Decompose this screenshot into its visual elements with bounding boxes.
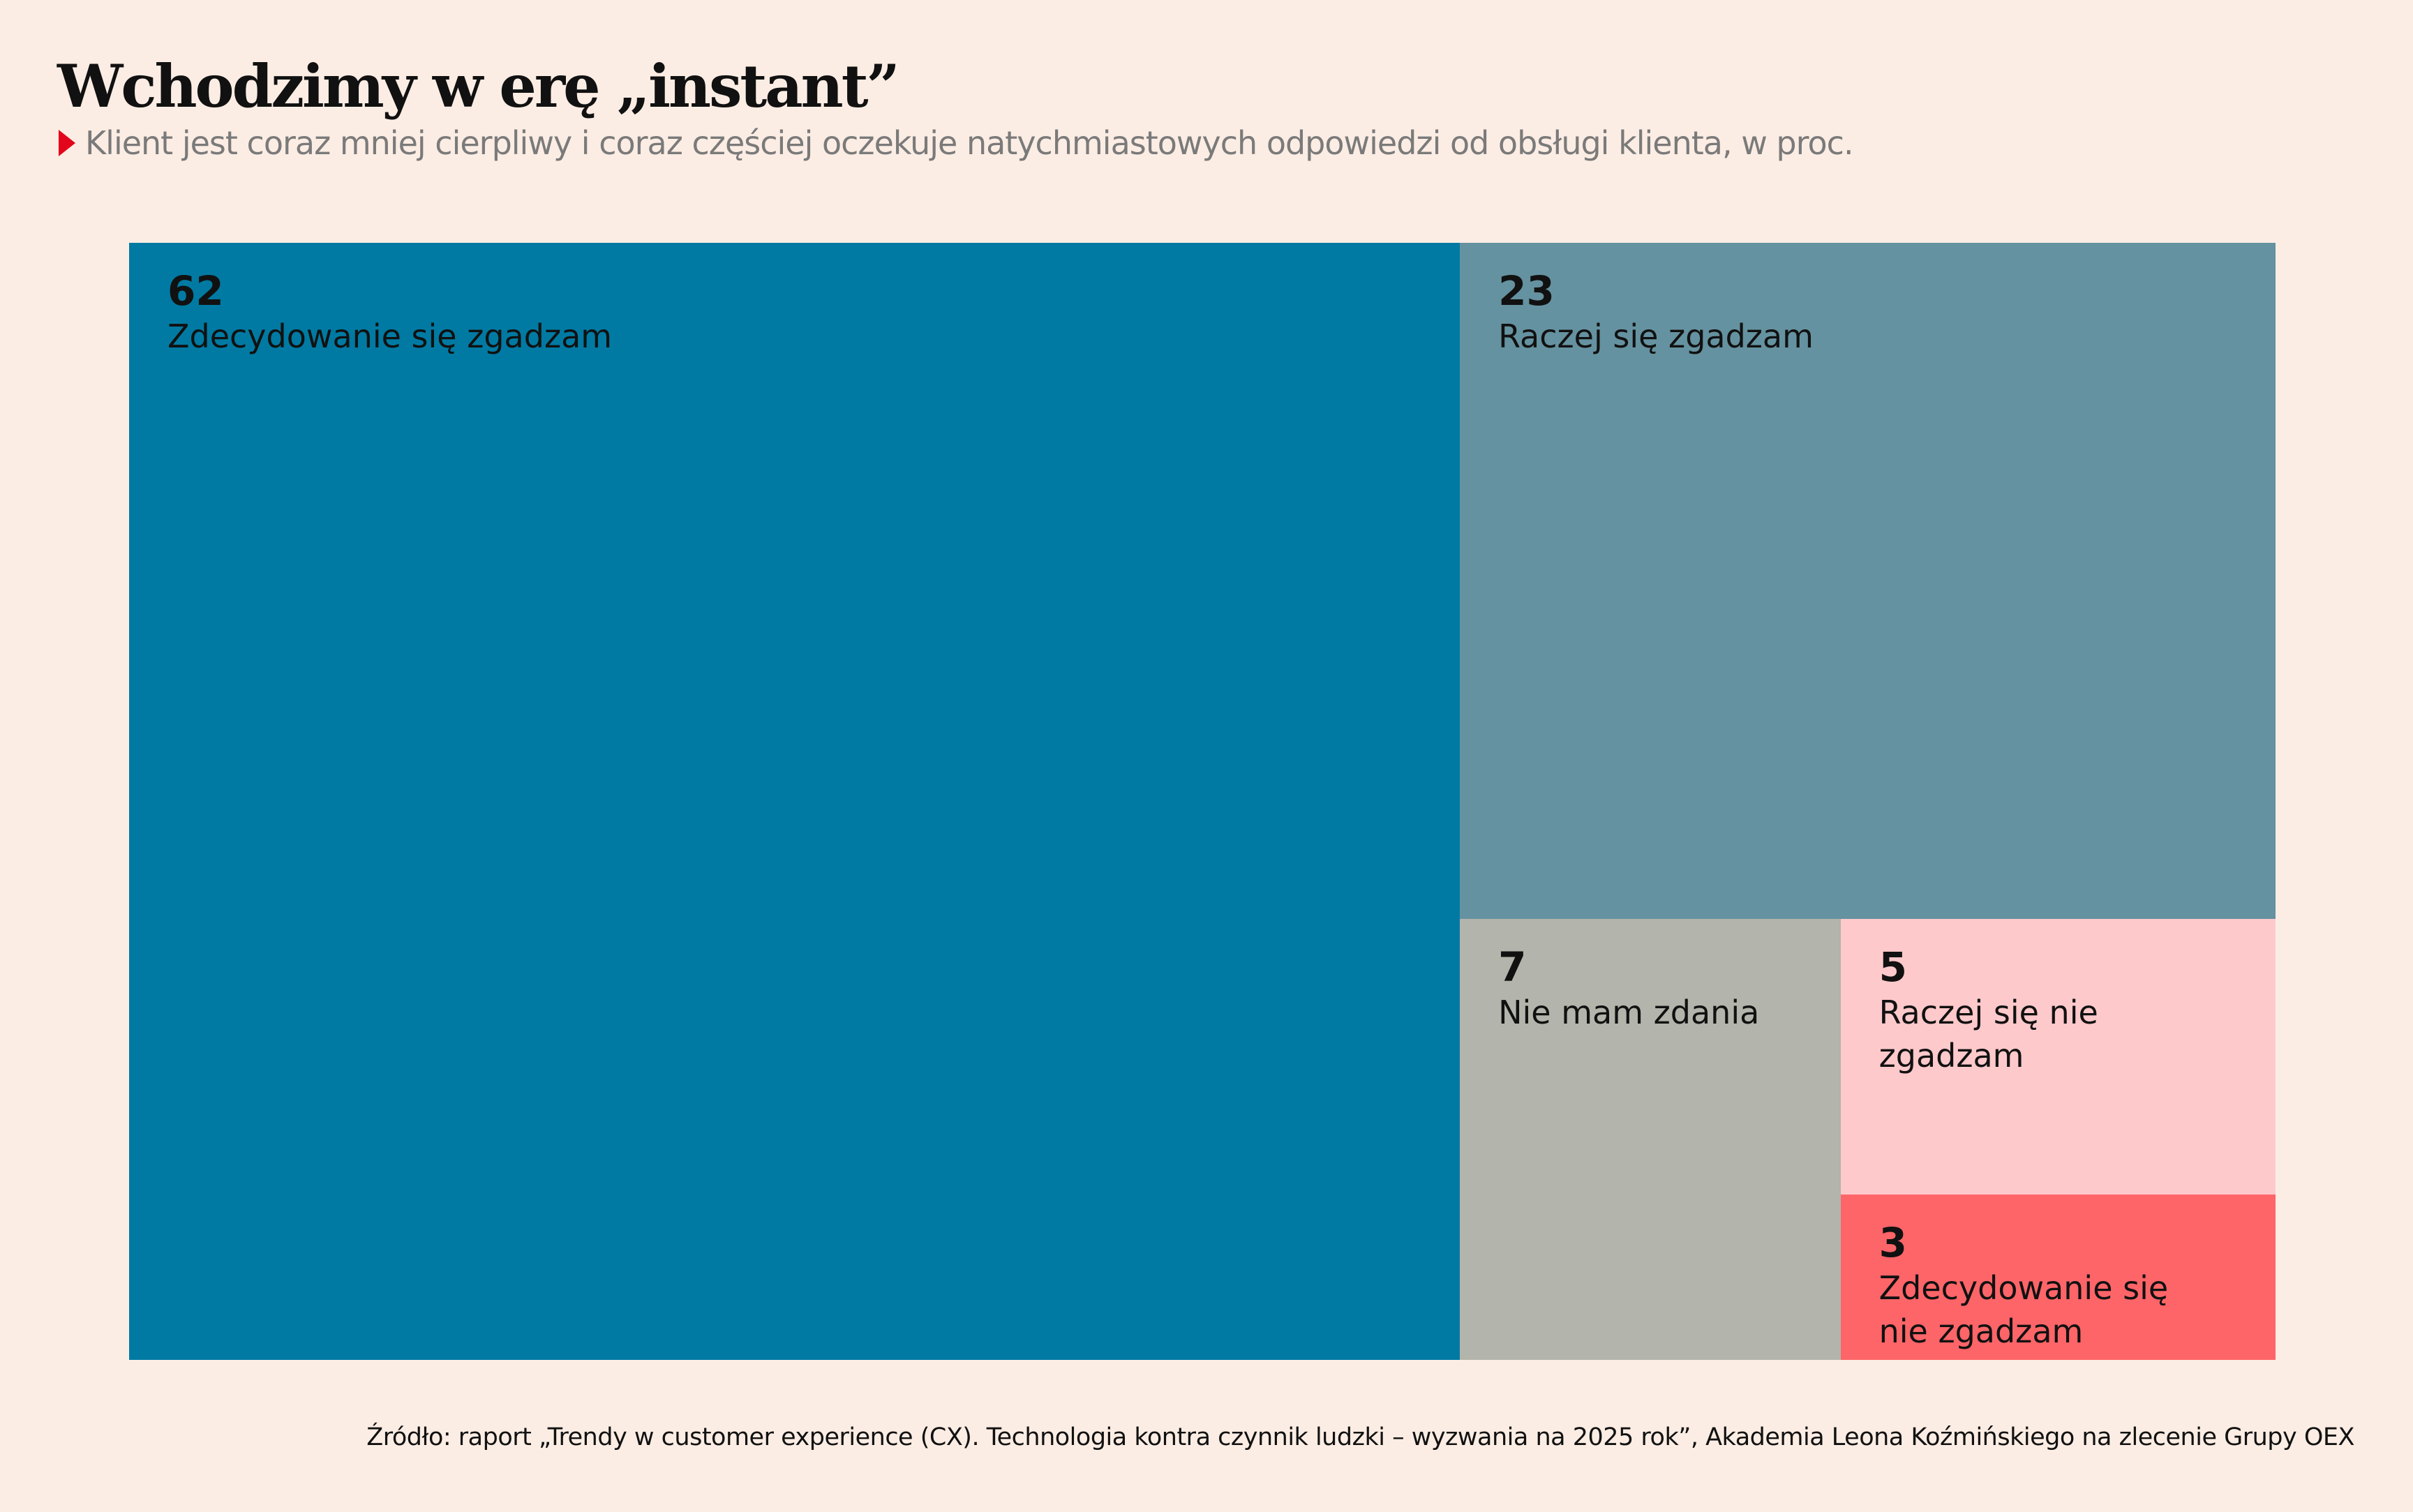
- category-label: Zdecydowanie się nie zgadzam: [1878, 1268, 2169, 1350]
- treemap-cell: 62 Zdecydowanie się zgadzam: [129, 243, 1460, 1360]
- category-label: Nie mam zdania: [1498, 993, 1760, 1031]
- value-label: 7: [1498, 943, 1527, 991]
- treemap-cell: 7 Nie mam zdania: [1460, 919, 1841, 1360]
- source-note: Źródło: raport „Trendy w customer experi…: [366, 1423, 2354, 1451]
- treemap: 62 Zdecydowanie się zgadzam 23 Raczej się z…: [129, 243, 2276, 1360]
- category-label: Raczej się zgadzam: [1498, 317, 1814, 355]
- value-label: 62: [167, 267, 224, 315]
- value-label: 23: [1498, 267, 1555, 315]
- treemap-cell: 23 Raczej się zgadzam: [1460, 243, 2276, 920]
- category-label: Zdecydowanie się zgadzam: [167, 317, 613, 355]
- value-label: 3: [1878, 1219, 1907, 1266]
- subtitle-marker: [59, 130, 75, 156]
- treemap-cell: 3 Zdecydowanie się nie zgadzam: [1840, 1195, 2276, 1360]
- chart-title: Wchodzimy w erę „instant”: [57, 52, 900, 121]
- treemap-cell: 5 Raczej się nie zgadzam: [1840, 919, 2276, 1195]
- chart-subtitle: Klient jest coraz mniej cierpliwy i cora…: [85, 124, 1854, 162]
- value-label: 5: [1878, 943, 1907, 991]
- category-label: Raczej się nie zgadzam: [1878, 993, 2098, 1075]
